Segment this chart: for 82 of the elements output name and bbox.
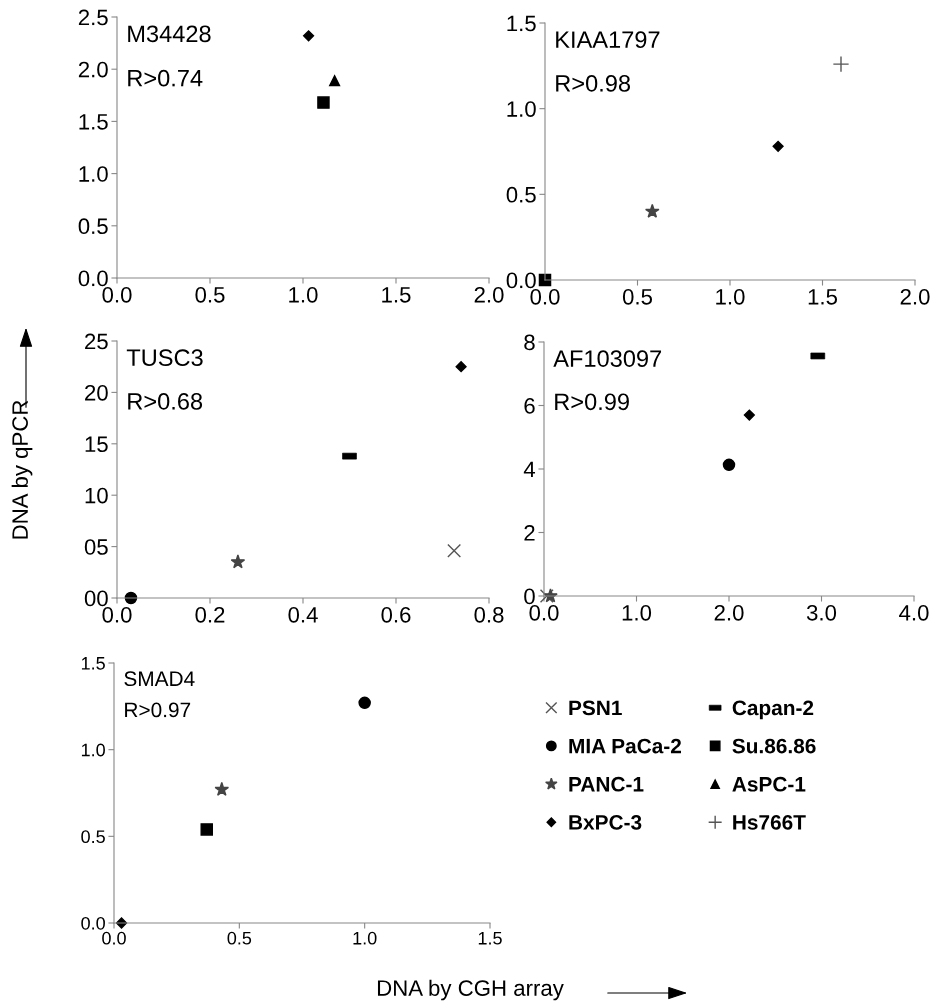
annotation: KIAA1797 [556, 31, 660, 49]
point [772, 140, 784, 152]
y-tick-label: 2.5 [78, 9, 108, 26]
x-tick-label: 0.0 [102, 931, 126, 945]
x-tick-label: 0.6 [381, 606, 411, 623]
x-tick-label: 1.0 [622, 604, 652, 621]
x-tick-label: 1.5 [478, 932, 502, 945]
y-tick-label: 4 [523, 461, 536, 478]
y-tick-label: 1.5 [81, 657, 105, 670]
y-tick-label: 05 [84, 539, 108, 555]
y-tick-label: 0 [524, 588, 535, 605]
y-tick-label: 20 [85, 384, 108, 401]
point [832, 55, 850, 73]
legend-label: PSN1 [569, 700, 622, 716]
point [230, 554, 246, 569]
y-tick-label: 15 [85, 436, 108, 453]
point [455, 361, 467, 373]
y-tick-label: 1.5 [79, 114, 108, 130]
legend-label: AsPC-1 [732, 776, 806, 792]
legend-label: Capan-2 [732, 700, 814, 720]
point [200, 823, 213, 836]
y-tick-label: 0.0 [81, 916, 105, 930]
x-tick-label: 1.0 [716, 288, 745, 305]
x-tick-label: 4.0 [899, 604, 929, 621]
x-tick-label: 1.0 [353, 931, 377, 945]
y-tick-label: 6 [524, 398, 535, 414]
annotation: SMAD4 [124, 671, 195, 687]
x-tick-label: 2.0 [900, 288, 930, 305]
x-tick-label: 3.0 [806, 604, 837, 621]
x-tick-label: 0.2 [195, 606, 225, 623]
x-tick-label: 0.5 [195, 286, 225, 303]
annotation: R>0.68 [128, 393, 203, 410]
x-tick-label: 2.0 [714, 604, 744, 621]
y-tick-label: 1.5 [507, 15, 536, 32]
x-tick-label: 0.0 [102, 606, 132, 623]
y-tick-label: 0.0 [78, 270, 108, 287]
y-tick-label: 1.0 [79, 166, 108, 182]
y-tick-label: 10 [85, 487, 108, 504]
y-tick-label: 0.5 [81, 830, 105, 844]
y-tick-label: 2.0 [78, 61, 108, 78]
point [329, 75, 341, 87]
point [214, 781, 230, 796]
point [302, 30, 315, 42]
legend-label: BxPC-3 [569, 815, 642, 830]
x-tick-label: 1.5 [808, 289, 838, 305]
point [645, 203, 660, 218]
x-tick-label: 1.5 [382, 287, 411, 303]
point [317, 96, 330, 109]
legend-label: Hs766T [733, 815, 806, 830]
point [447, 543, 462, 558]
y-axis-title: DNA by qPCR [11, 400, 33, 539]
annotation: AF103097 [553, 350, 662, 367]
x-tick-label: 1.0 [289, 286, 318, 303]
legend-label: MIA PaCa-2 [569, 738, 681, 754]
y-tick-label: 1.0 [81, 743, 105, 757]
point [722, 458, 736, 472]
point [743, 409, 755, 421]
x-axis-title: DNA by CGH array [377, 979, 564, 1001]
x-tick-label: 0.5 [227, 931, 252, 945]
annotation: R>0.74 [128, 69, 203, 87]
y-tick-label: 0.5 [506, 186, 536, 203]
annotation: M34428 [128, 25, 211, 43]
y-tick-label: 25 [85, 333, 108, 350]
point [358, 696, 371, 710]
annotation: R>0.98 [556, 75, 631, 92]
point [539, 589, 554, 603]
y-tick-label: 8 [524, 334, 535, 351]
annotation: R>0.97 [125, 702, 191, 718]
y-tick-label: 1.0 [507, 101, 536, 117]
y-tick-label: 00 [84, 590, 108, 607]
x-tick-label: 0.5 [622, 288, 653, 305]
annotation: TUSC3 [126, 349, 203, 367]
x-tick-label: 0.4 [288, 606, 318, 623]
legend-label: PANC-1 [569, 776, 644, 792]
y-tick-label: 0.5 [78, 218, 108, 235]
x-tick-label: 0.8 [474, 606, 504, 623]
legend-label: Su.86.86 [732, 738, 816, 754]
x-tick-label: 2.0 [474, 286, 504, 303]
y-tick-label: 2 [524, 525, 535, 541]
annotation: R>0.99 [555, 393, 629, 411]
y-tick-label: 0.0 [506, 272, 536, 289]
x-tick-label: 0.0 [102, 286, 132, 303]
